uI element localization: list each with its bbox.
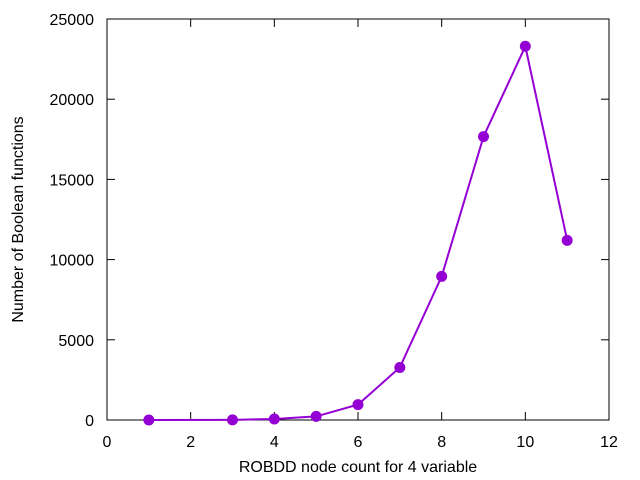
- x-tick-label: 6: [354, 434, 363, 451]
- y-axis-label: Number of Boolean functions: [10, 116, 27, 322]
- y-tick-label: 20000: [50, 92, 95, 109]
- x-axis-label: ROBDD node count for 4 variable: [239, 459, 477, 476]
- y-tick-label: 0: [85, 413, 94, 430]
- x-tick-label: 12: [600, 434, 618, 451]
- series-layer: [143, 40, 573, 426]
- data-point: [143, 414, 155, 426]
- plot-area-frame: [106, 18, 610, 421]
- y-tick-label: 25000: [50, 12, 95, 29]
- y-tick-label: 5000: [58, 333, 94, 350]
- data-point: [394, 361, 406, 373]
- x-tick-label: 4: [270, 434, 279, 451]
- data-point: [310, 410, 322, 422]
- y-tick-label: 10000: [50, 253, 95, 270]
- x-tick-label: 8: [437, 434, 446, 451]
- series-line: [148, 43, 569, 421]
- data-point: [478, 131, 489, 143]
- y-axis: 0 5000 10000 15000 20000 25000: [50, 12, 609, 430]
- x-tick-label: 2: [186, 434, 195, 451]
- data-point: [227, 414, 238, 426]
- data-point: [436, 270, 448, 282]
- data-point: [561, 234, 573, 246]
- y-tick-label: 15000: [50, 172, 95, 189]
- data-point: [519, 40, 531, 52]
- x-axis: 0 2 4 6 8 10 12: [103, 19, 618, 451]
- data-point: [352, 399, 364, 411]
- data-point: [268, 413, 280, 425]
- x-tick-label: 0: [103, 434, 112, 451]
- x-tick-label: 10: [516, 434, 534, 451]
